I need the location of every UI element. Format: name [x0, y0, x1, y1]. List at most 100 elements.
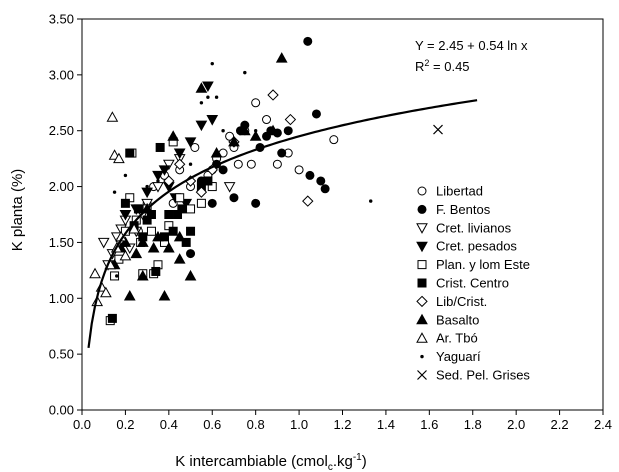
legend-item: Cret. livianos — [416, 220, 512, 235]
legend-marker — [416, 241, 428, 253]
x-axis-ticks: 0.0 0.2 0.4 0.6 0.8 1.0 1.2 1.4 1.6 1.8 2.0 2.2 2.4 — [73, 410, 612, 432]
y-tick-label: 0.00 — [49, 403, 74, 418]
data-point — [186, 226, 196, 236]
data-point — [207, 198, 217, 208]
data-point — [246, 159, 256, 169]
legend-item: Libertad — [417, 184, 483, 199]
data-point — [89, 267, 101, 279]
equation-label: Y = 2.45 + 0.54 ln x — [415, 38, 528, 53]
x-tick-label: 1.0 — [290, 417, 308, 432]
y-tick-label: 1.50 — [49, 235, 74, 250]
data-point — [199, 101, 204, 105]
data-point — [156, 179, 160, 183]
data-point — [115, 274, 119, 278]
legend-item: Basalto — [416, 312, 479, 327]
data-point — [113, 152, 125, 164]
data-point — [173, 230, 186, 242]
x-tick-label: 1.4 — [377, 417, 395, 432]
legend-label: Lib/Crist. — [436, 294, 487, 309]
legend-label: Basalto — [436, 312, 479, 327]
data-point — [112, 190, 117, 194]
legend-marker — [417, 278, 427, 288]
data-point — [283, 126, 293, 136]
data-point — [133, 204, 143, 214]
plot-area: 0.0 0.2 0.4 0.6 0.8 1.0 1.2 1.4 1.6 1.8 2.0 2.2 2.4 … — [49, 12, 612, 433]
data-point — [206, 115, 219, 126]
y-axis-ticks: 0.00 0.50 1.00 1.50 2.00 2.50 3.00 3.50 — [49, 12, 82, 418]
data-point — [433, 124, 443, 135]
legend-label: Ar. Tbó — [436, 331, 478, 346]
data-point — [152, 170, 164, 182]
x-tick-label: 1.6 — [420, 417, 438, 432]
x-tick-label: 1.8 — [464, 417, 482, 432]
data-point — [195, 186, 208, 198]
data-point — [284, 113, 297, 126]
legend-item: Sed. Pel. Grises — [417, 368, 530, 383]
legend-label: Crist. Centro — [436, 276, 509, 291]
y-tick-label: 3.50 — [49, 12, 74, 27]
legend: Libertad F. Bentos Cret. livianos Cret. pes… — [416, 184, 530, 383]
data-point — [147, 241, 160, 253]
data-point — [125, 148, 135, 158]
legend-item: Cret. pesados — [416, 239, 517, 254]
data-point — [110, 271, 120, 281]
data-point — [202, 81, 214, 93]
series-yaguar- — [112, 61, 373, 278]
legend-item: Ar. Tbó — [416, 331, 478, 346]
data-point — [275, 52, 288, 63]
legend-item: F. Bentos — [417, 202, 491, 217]
data-point — [195, 82, 208, 93]
y-axis-label: K planta (%) — [9, 169, 26, 252]
legend-marker — [416, 223, 428, 234]
data-point — [303, 36, 313, 46]
data-point — [329, 135, 339, 145]
data-point — [233, 159, 243, 169]
data-point — [130, 247, 143, 259]
legend-label: Plan. y lom Este — [436, 257, 530, 272]
data-point — [146, 210, 156, 219]
legend-label: Libertad — [436, 184, 483, 199]
data-point — [267, 124, 279, 136]
data-point — [181, 237, 191, 247]
data-point — [175, 193, 185, 203]
data-point — [243, 70, 247, 75]
data-point — [119, 210, 132, 221]
data-point — [162, 159, 175, 171]
legend-marker — [417, 260, 427, 270]
data-point — [251, 98, 261, 108]
fit-curve — [87, 99, 478, 348]
data-point — [272, 159, 282, 169]
data-point — [238, 124, 251, 136]
data-points — [89, 36, 443, 326]
x-tick-label: 0.8 — [247, 417, 265, 432]
data-point — [225, 131, 235, 141]
data-point — [107, 313, 117, 323]
data-point — [210, 61, 214, 66]
data-point — [162, 241, 175, 253]
data-point — [167, 130, 180, 141]
series-f-bentos — [186, 36, 330, 259]
data-point — [262, 115, 272, 125]
data-point — [305, 170, 315, 180]
legend-label: Yaguarí — [436, 349, 481, 364]
data-point — [141, 187, 153, 199]
data-point — [119, 249, 132, 261]
data-point — [136, 236, 149, 247]
x-tick-label: 0.2 — [116, 417, 134, 432]
data-point — [173, 158, 186, 170]
data-point — [120, 198, 130, 208]
data-point — [123, 290, 136, 301]
data-point — [229, 193, 239, 203]
series-sed-pel-grises — [433, 124, 443, 135]
data-point — [177, 204, 187, 214]
data-point — [119, 236, 132, 247]
data-point — [214, 95, 219, 99]
legend-marker — [417, 186, 427, 196]
data-point — [163, 175, 175, 187]
data-point — [253, 129, 258, 133]
data-point — [173, 148, 186, 160]
plot-frame — [81, 18, 604, 411]
legend-label: Sed. Pel. Grises — [436, 368, 530, 383]
legend-label: Cret. livianos — [436, 220, 512, 235]
legend-marker — [417, 370, 427, 380]
